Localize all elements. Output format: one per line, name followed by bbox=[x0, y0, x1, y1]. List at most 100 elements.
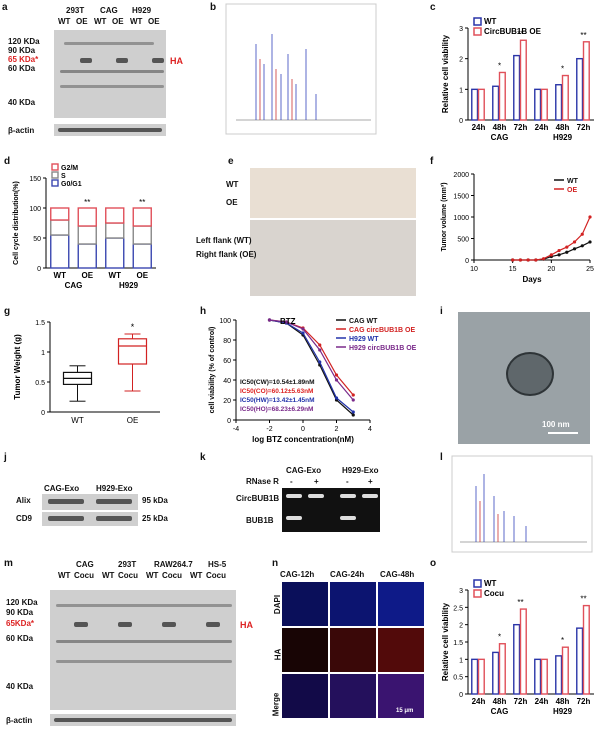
data-point bbox=[301, 327, 305, 331]
cell-line-293t: 293T bbox=[118, 560, 137, 569]
beta-actin-label: β-actin bbox=[6, 716, 33, 725]
data-point bbox=[572, 247, 577, 251]
y-tick-label: 0 bbox=[37, 266, 41, 273]
x-tick-label: 2 bbox=[335, 426, 339, 433]
cell-line-hs5: HS-5 bbox=[208, 560, 227, 569]
y-tick-label: 3 bbox=[459, 588, 463, 595]
y-tick-label: 0.5 bbox=[35, 380, 45, 387]
x-tick-label: 10 bbox=[470, 266, 478, 273]
lane-label: Cocu bbox=[74, 571, 94, 580]
ic50-annotation: IC50(CO)=60.12±5.63nM bbox=[240, 388, 313, 395]
lane-label: WT bbox=[58, 17, 71, 26]
bar bbox=[540, 88, 548, 121]
legend-label: G2/M bbox=[61, 165, 78, 172]
x-tick-label: WT bbox=[71, 416, 84, 425]
data-point bbox=[588, 240, 592, 244]
bar bbox=[498, 71, 506, 121]
group-label: CAG bbox=[491, 707, 509, 716]
legend-label: G0/G1 bbox=[61, 181, 82, 188]
lane-cag-exo: CAG-Exo bbox=[44, 484, 80, 493]
y-tick-label: 100 bbox=[219, 318, 231, 325]
panel-o-chart: 0 0.5 1 1.5 2 2.5 3 Relative cell viability 24h 4… bbox=[441, 579, 594, 716]
data-point bbox=[351, 413, 355, 417]
x-tick-label: 24h bbox=[472, 697, 486, 706]
panel-label-l: l bbox=[440, 452, 443, 463]
x-tick-label: 48h bbox=[556, 697, 570, 706]
y-tick-label: 1.5 bbox=[453, 640, 463, 647]
data-point bbox=[542, 257, 546, 261]
y-tick-label: 80 bbox=[223, 338, 231, 345]
x-axis-label: Days bbox=[522, 275, 542, 284]
data-point bbox=[557, 248, 561, 253]
lane-label: OE bbox=[148, 17, 160, 26]
data-point bbox=[580, 232, 584, 236]
y-axis-label: cell viability (% of control) bbox=[209, 327, 216, 414]
col-24h: CAG-24h bbox=[330, 570, 365, 579]
legend-label: H929 WT bbox=[349, 336, 379, 343]
data-point bbox=[565, 250, 569, 254]
data-point bbox=[588, 215, 592, 219]
panel-label-g: g bbox=[4, 306, 11, 317]
panel-label-b: b bbox=[210, 2, 217, 13]
rnase-r-label: RNase R bbox=[246, 477, 279, 486]
box bbox=[117, 338, 148, 365]
data-point bbox=[351, 410, 355, 414]
bar-segment bbox=[50, 234, 70, 269]
bar bbox=[534, 88, 542, 121]
y-tick-label: 0 bbox=[227, 418, 231, 425]
x-tick-label: OE bbox=[127, 416, 139, 425]
bar-segment bbox=[132, 243, 152, 269]
panel-label-f: f bbox=[430, 156, 434, 167]
legend-swatch bbox=[51, 171, 59, 179]
marker-60: 60 KDa bbox=[6, 634, 34, 643]
blot-membrane bbox=[50, 590, 236, 710]
panel-label-n: n bbox=[272, 558, 279, 569]
significance-mark: * bbox=[498, 61, 501, 70]
marker-40: 40 KDa bbox=[8, 98, 36, 107]
significance-mark: * bbox=[561, 65, 564, 74]
legend-swatch bbox=[473, 27, 482, 36]
panel-label-e: e bbox=[228, 156, 234, 167]
lane-label: Cocu bbox=[206, 571, 226, 580]
scale-bar-label: 100 nm bbox=[542, 420, 570, 429]
panel-h-chart: 0 20 40 60 80 100 -4 -2 0 2 4 log BTZ concentration… bbox=[209, 317, 417, 444]
col-48h: CAG-48h bbox=[380, 570, 415, 579]
x-tick-label: 72h bbox=[514, 697, 528, 706]
bar-segment bbox=[77, 207, 97, 227]
panel-label-k: k bbox=[200, 452, 206, 463]
bar bbox=[519, 39, 527, 121]
bar bbox=[492, 651, 500, 695]
ic50-annotation: IC50(HO)=68.23±6.29nM bbox=[240, 406, 313, 413]
group-cag-exo: CAG-Exo bbox=[286, 466, 322, 475]
x-tick-label: OE bbox=[136, 271, 148, 280]
y-tick-label: 150 bbox=[29, 176, 41, 183]
bar bbox=[477, 658, 485, 695]
data-point bbox=[334, 396, 339, 400]
y-tick-label: 50 bbox=[33, 236, 41, 243]
row-ha: HA bbox=[273, 648, 283, 661]
y-tick-label: 1.5 bbox=[35, 320, 45, 327]
data-point bbox=[565, 245, 569, 249]
significance-mark: ** bbox=[517, 29, 523, 38]
lane-label: Cocu bbox=[162, 571, 182, 580]
series-line bbox=[269, 319, 354, 413]
size-95: 95 kDa bbox=[142, 496, 168, 505]
legend-label: CircBUB1B OE bbox=[484, 27, 542, 36]
significance-mark: ** bbox=[84, 198, 90, 207]
row-label-wt: WT bbox=[226, 180, 239, 189]
y-tick-label: 3 bbox=[459, 26, 463, 33]
marker-40: 40 KDa bbox=[6, 682, 34, 691]
marker-60: 60 KDa bbox=[8, 64, 36, 73]
group-label: CAG bbox=[65, 281, 83, 290]
bar bbox=[492, 85, 500, 121]
lane-label: OE bbox=[112, 17, 124, 26]
ic50-annotation: IC50(HW)=13.42±1.45nM bbox=[240, 397, 315, 404]
cd9-strip bbox=[42, 512, 138, 526]
panel-label-m: m bbox=[4, 558, 13, 569]
significance-mark: ** bbox=[580, 595, 586, 604]
lane-label: WT bbox=[94, 17, 107, 26]
panel-g-chart: 0 0.5 1 1.5 Tumor Weight (g) WT OE * bbox=[13, 320, 160, 425]
group-label: H929 bbox=[119, 281, 139, 290]
ic50-annotation: IC50(CW)=10.54±1.89nM bbox=[240, 379, 315, 386]
marker-90: 90 KDa bbox=[6, 608, 34, 617]
